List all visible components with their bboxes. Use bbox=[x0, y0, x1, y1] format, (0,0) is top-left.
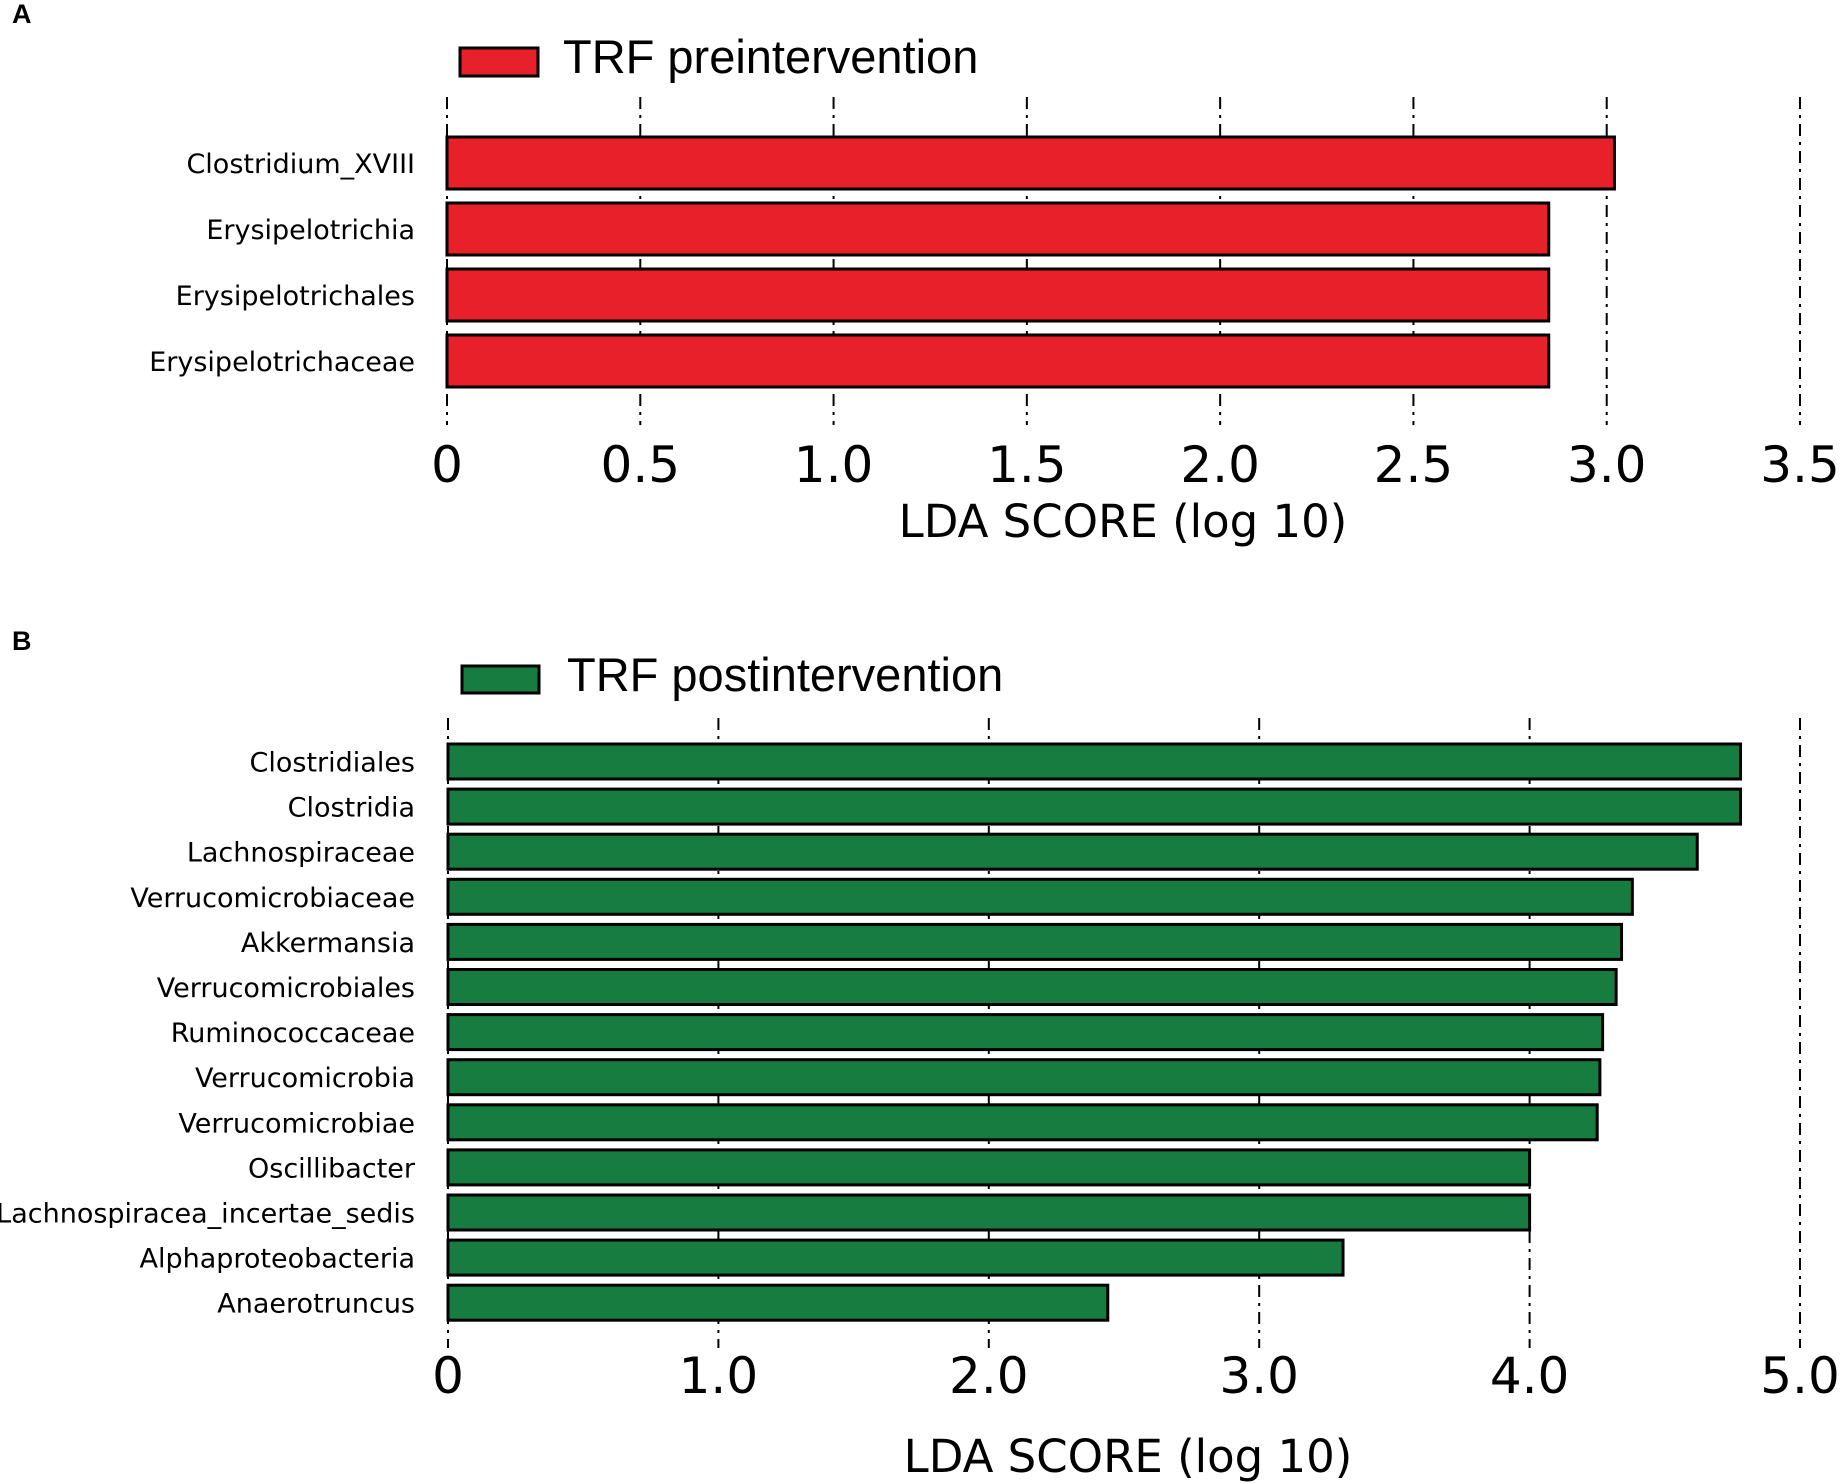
x-axis-title: LDA SCORE (log 10) bbox=[899, 495, 1348, 548]
tick-label: 1.0 bbox=[794, 436, 874, 494]
tick-label: 4.0 bbox=[1490, 1347, 1570, 1405]
category-label: Akkermansia bbox=[241, 928, 415, 959]
tick-label: 0 bbox=[431, 436, 463, 494]
category-label: Erysipelotrichia bbox=[206, 215, 415, 246]
x-axis-title: LDA SCORE (log 10) bbox=[904, 1430, 1353, 1483]
category-label: Verrucomicrobiaceae bbox=[130, 883, 415, 914]
legend-label: TRF postintervention bbox=[567, 648, 1003, 701]
category-label: Lachnospiraceae bbox=[187, 838, 415, 869]
bar bbox=[446, 922, 1624, 961]
category-label: Verrucomicrobiae bbox=[178, 1108, 415, 1139]
tick-label: 5.0 bbox=[1760, 1347, 1840, 1405]
category-label: Clostridia bbox=[288, 793, 415, 824]
tick-label: 2.0 bbox=[949, 1347, 1029, 1405]
tick-label: 3.5 bbox=[1760, 436, 1840, 494]
bar bbox=[445, 333, 1551, 389]
bar bbox=[446, 1238, 1345, 1277]
panel-b-chart: B TRF postintervention Clostridiales Clostr… bbox=[0, 626, 1840, 1483]
bar bbox=[446, 1283, 1110, 1322]
bar bbox=[446, 787, 1743, 826]
panel-letter: A bbox=[12, 0, 32, 29]
tick-label: 2.0 bbox=[1180, 436, 1260, 494]
legend-label: TRF preintervention bbox=[563, 30, 978, 83]
bar bbox=[446, 832, 1699, 871]
bar bbox=[446, 877, 1634, 916]
panel-a-chart: A TRF preintervention Clostridium_XVIII Ery… bbox=[12, 0, 1840, 548]
bar bbox=[446, 742, 1743, 781]
legend-swatch bbox=[460, 664, 541, 695]
category-label: Verrucomicrobiales bbox=[157, 973, 415, 1004]
bar bbox=[446, 1103, 1599, 1142]
category-label: Erysipelotrichaceae bbox=[149, 347, 415, 378]
category-label: Erysipelotrichales bbox=[176, 281, 415, 312]
tick-label: 0.5 bbox=[601, 436, 681, 494]
tick-label: 1.5 bbox=[987, 436, 1067, 494]
category-label: Ruminococcaceae bbox=[171, 1018, 415, 1049]
tick-label: 0 bbox=[432, 1347, 464, 1405]
bar bbox=[446, 968, 1618, 1006]
bar bbox=[445, 267, 1551, 323]
bar bbox=[446, 1193, 1532, 1232]
category-label: Lachnospiracea_incertae_sedis bbox=[0, 1199, 415, 1230]
tick-label: 1.0 bbox=[679, 1347, 759, 1405]
category-label: Clostridiales bbox=[250, 748, 416, 779]
panel-letter: B bbox=[12, 626, 32, 656]
category-label: Verrucomicrobia bbox=[195, 1063, 415, 1094]
bar bbox=[446, 1148, 1532, 1187]
tick-label: 3.0 bbox=[1219, 1347, 1299, 1405]
bar bbox=[445, 135, 1616, 191]
bar bbox=[446, 1058, 1602, 1097]
category-label: Alphaproteobacteria bbox=[139, 1244, 415, 1275]
bar bbox=[445, 201, 1551, 257]
tick-label: 2.5 bbox=[1374, 436, 1454, 494]
category-label: Anaerotruncus bbox=[217, 1289, 415, 1320]
category-label: Clostridium_XVIII bbox=[186, 149, 415, 180]
bar bbox=[446, 1013, 1605, 1052]
legend-swatch bbox=[458, 46, 540, 78]
tick-label: 3.0 bbox=[1567, 436, 1647, 494]
category-label: Oscillibacter bbox=[248, 1153, 416, 1184]
